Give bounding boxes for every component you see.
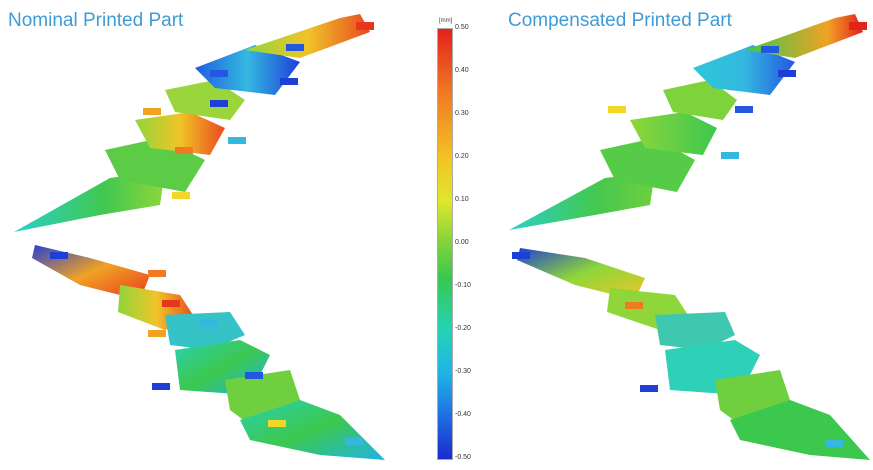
annotation-tag <box>825 440 843 447</box>
annotation-tag <box>175 147 193 154</box>
color-scale: [mm] 0.50 0.40 0.30 0.20 0.10 0.00 -0.10… <box>425 18 475 461</box>
scale-tick: 0.50 <box>455 24 469 31</box>
annotation-tag <box>162 300 180 307</box>
annotation-tag <box>345 438 363 445</box>
annotation-tag <box>286 44 304 51</box>
annotation-tag <box>356 22 374 30</box>
annotation-tag <box>50 252 68 259</box>
scale-gradient-bar <box>437 28 453 460</box>
upper-segment-5 <box>195 45 300 95</box>
upper-segment-5 <box>693 45 795 95</box>
annotation-tag <box>721 152 739 159</box>
annotation-tag <box>148 270 166 277</box>
annotation-tag <box>735 106 753 113</box>
scale-tick: -0.40 <box>455 411 471 418</box>
nominal-title: Nominal Printed Part <box>8 10 184 31</box>
annotation-tag <box>608 106 626 113</box>
annotation-tag <box>640 385 658 392</box>
lower-segment-5 <box>225 370 300 425</box>
lower-segment-1 <box>517 248 645 300</box>
annotation-tag <box>172 192 190 199</box>
annotation-tag <box>143 108 161 115</box>
annotation-tag <box>148 330 166 337</box>
annotation-tag <box>210 100 228 107</box>
lower-segment-3 <box>165 312 245 350</box>
annotation-tag <box>152 383 170 390</box>
scale-tick: -0.10 <box>455 282 471 289</box>
upper-segment-6 <box>245 14 370 58</box>
upper-segment-1 <box>14 170 165 232</box>
upper-segment-2 <box>600 138 695 192</box>
annotation-tag <box>210 70 228 77</box>
scale-tick: 0.40 <box>455 67 469 74</box>
annotation-tag <box>849 22 867 30</box>
scale-tick: -0.20 <box>455 325 471 332</box>
lower-segment-5 <box>715 370 790 425</box>
nominal-part-view <box>14 14 385 460</box>
annotation-tag <box>625 302 643 309</box>
upper-segment-3 <box>135 112 225 155</box>
upper-segment-3 <box>630 112 717 155</box>
scale-tick: 0.00 <box>455 239 469 246</box>
lower-segment-3 <box>655 312 735 350</box>
scale-tick: -0.50 <box>455 454 471 461</box>
annotation-tag <box>268 420 286 427</box>
scale-tick: -0.30 <box>455 368 471 375</box>
annotation-tag <box>778 70 796 77</box>
annotation-tag <box>245 372 263 379</box>
upper-segment-4 <box>165 80 245 120</box>
scale-tick: 0.10 <box>455 196 469 203</box>
scale-tick: 0.20 <box>455 153 469 160</box>
upper-segment-1 <box>509 172 655 230</box>
annotation-tag <box>200 320 218 327</box>
upper-segment-4 <box>663 80 737 120</box>
scale-tick: 0.30 <box>455 110 469 117</box>
annotation-tag <box>280 78 298 85</box>
annotation-tag <box>761 46 779 53</box>
compensated-part-view <box>509 14 870 460</box>
scale-unit: [mm] <box>439 18 453 24</box>
annotation-tag <box>228 137 246 144</box>
compensated-title: Compensated Printed Part <box>508 10 732 31</box>
annotation-tag <box>512 252 530 259</box>
